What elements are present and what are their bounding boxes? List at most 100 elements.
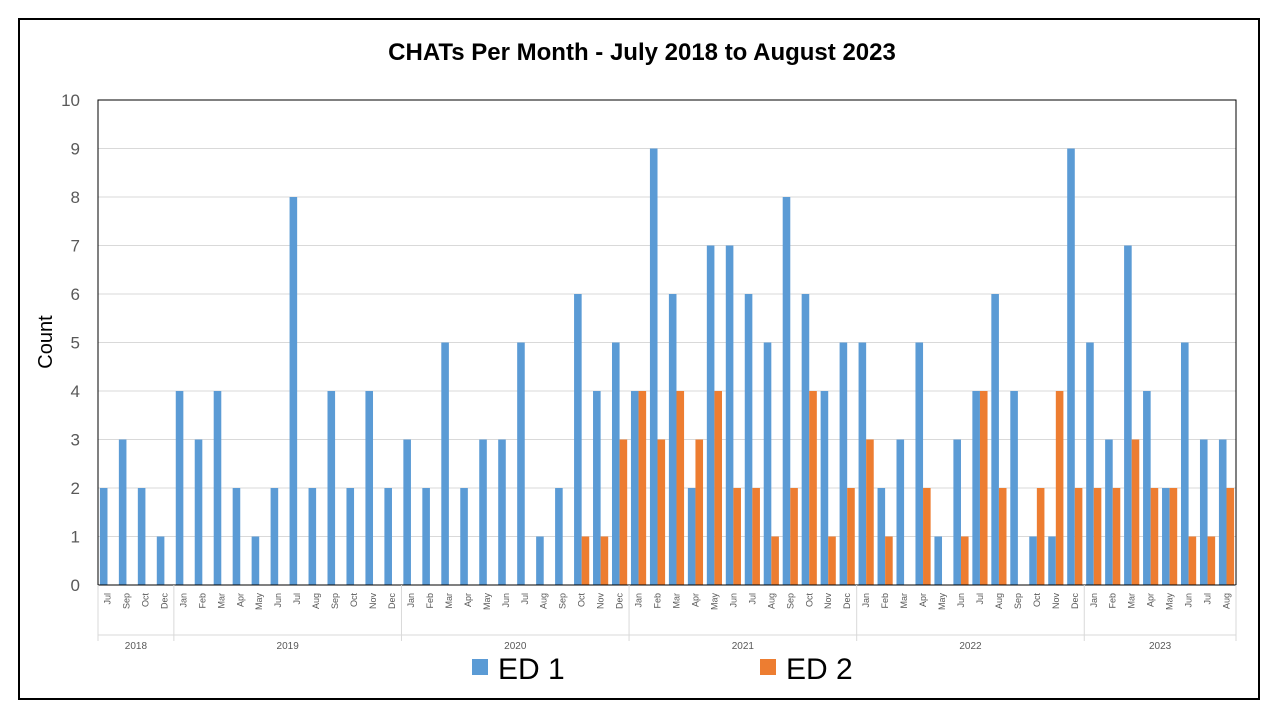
bar-ed-2	[1188, 536, 1197, 585]
bar-ed-2	[923, 488, 931, 585]
bar-ed-1	[858, 342, 867, 585]
x-tick-label: Jan	[861, 593, 871, 608]
bar-ed-1	[232, 488, 241, 585]
bar-ed-1	[403, 439, 411, 585]
x-tick-label: Apr	[235, 593, 245, 607]
x-tick-label: Jan	[1089, 593, 1099, 608]
bar-ed-1	[346, 488, 355, 585]
bar-ed-1	[574, 294, 582, 585]
bar-ed-1	[498, 439, 506, 585]
bar-ed-1	[1067, 148, 1075, 585]
x-tick-label: Aug	[539, 593, 549, 609]
x-tick-label: Aug	[311, 593, 321, 609]
x-tick-label: Jun	[956, 593, 966, 608]
bar-ed-1	[118, 439, 127, 585]
x-tick-label: Jul	[747, 593, 757, 605]
bar-ed-1	[1010, 391, 1018, 585]
bar-ed-2	[847, 488, 855, 585]
chart-frame: CHATs Per Month - July 2018 to August 20…	[18, 18, 1260, 700]
x-group-label: 2019	[277, 641, 300, 652]
bar-ed-1	[479, 439, 487, 585]
y-tick-label: 7	[71, 237, 80, 256]
x-tick-label: Mar	[671, 593, 681, 609]
bar-ed-1	[460, 488, 468, 585]
y-tick-label: 8	[71, 188, 80, 207]
bar-ed-1	[668, 294, 677, 585]
x-tick-label: May	[1165, 593, 1175, 611]
bar-ed-1	[611, 342, 620, 585]
x-tick-label: Mar	[1127, 593, 1137, 609]
bar-ed-2	[1150, 488, 1159, 585]
bar-ed-1	[156, 536, 165, 585]
x-tick-label: Nov	[596, 593, 606, 610]
bar-ed-1	[649, 148, 658, 585]
bar-ed-1	[137, 488, 146, 585]
x-tick-label: Jun	[728, 593, 738, 608]
x-tick-label: Aug	[994, 593, 1004, 609]
bar-ed-1	[593, 391, 601, 585]
x-tick-label: Aug	[1222, 593, 1232, 609]
bar-ed-1	[991, 294, 999, 585]
x-tick-label: Nov	[368, 593, 378, 610]
bar-ed-1	[915, 342, 924, 585]
bar-ed-1	[1199, 439, 1208, 585]
x-tick-label: Dec	[842, 593, 852, 610]
chart-title: CHATs Per Month - July 2018 to August 20…	[388, 39, 896, 66]
bar-ed-2	[752, 488, 760, 585]
bar-ed-1	[877, 488, 886, 585]
bar-ed-2	[885, 536, 893, 585]
x-tick-label: Jun	[501, 593, 511, 608]
bar-ed-1	[1105, 439, 1113, 585]
bar-ed-2	[638, 391, 647, 585]
x-tick-label: Jul	[1203, 593, 1213, 605]
bar-ed-1	[801, 294, 810, 585]
x-tick-label: Jan	[406, 593, 416, 608]
x-tick-label: Jul	[102, 593, 112, 605]
bar-ed-2	[790, 488, 798, 585]
bar-ed-1	[1124, 245, 1132, 585]
x-tick-label: May	[709, 593, 719, 611]
x-tick-label: Nov	[1051, 593, 1061, 610]
x-tick-label: Mar	[899, 593, 909, 609]
bar-ed-2	[998, 488, 1007, 585]
bar-ed-2	[828, 536, 836, 585]
x-tick-label: Jan	[178, 593, 188, 608]
x-tick-label: Mar	[216, 593, 226, 609]
bar-ed-1	[289, 197, 298, 585]
x-tick-label: May	[254, 593, 264, 611]
x-group-label: 2021	[732, 641, 755, 652]
legend-swatch-ed-2	[760, 659, 776, 675]
bar-ed-2	[866, 439, 874, 585]
x-tick-label: Oct	[577, 593, 587, 608]
bar-ed-2	[1112, 488, 1121, 585]
bar-ed-1	[1218, 439, 1227, 585]
bar-ed-1	[1162, 488, 1170, 585]
bar-ed-1	[365, 391, 374, 585]
y-tick-label: 1	[71, 528, 80, 547]
bar-ed-1	[687, 488, 696, 585]
x-axis: Jul Sep Oct Dec Jan Feb Mar Apr May Jun Jul Aug Sep O…	[97, 585, 1237, 652]
bar-ed-1	[536, 536, 544, 585]
bar-ed-1	[308, 488, 317, 585]
bar-ed-1	[953, 439, 961, 585]
bar-ed-1	[1086, 342, 1094, 585]
bar-ed-1	[99, 488, 108, 585]
x-tick-label: Oct	[1032, 593, 1042, 608]
bar-ed-1	[782, 197, 791, 585]
x-tick-label: Dec	[159, 593, 169, 610]
bar-ed-1	[384, 488, 392, 585]
y-tick-label: 10	[61, 91, 80, 110]
bar-ed-1	[194, 439, 203, 585]
legend-swatch-ed-1	[472, 659, 488, 675]
bar-ed-2	[657, 439, 666, 585]
bar-ed-2	[1036, 488, 1045, 585]
bar-ed-1	[820, 391, 829, 585]
bar-ed-1	[555, 488, 563, 585]
bar-ed-2	[809, 391, 817, 585]
bar-ed-2	[1074, 488, 1083, 585]
bar-ed-2	[1131, 439, 1140, 585]
y-tick-label: 4	[71, 382, 80, 401]
x-tick-label: Aug	[766, 593, 776, 609]
bar-ed-2	[676, 391, 685, 585]
bar-ed-1	[763, 342, 772, 585]
